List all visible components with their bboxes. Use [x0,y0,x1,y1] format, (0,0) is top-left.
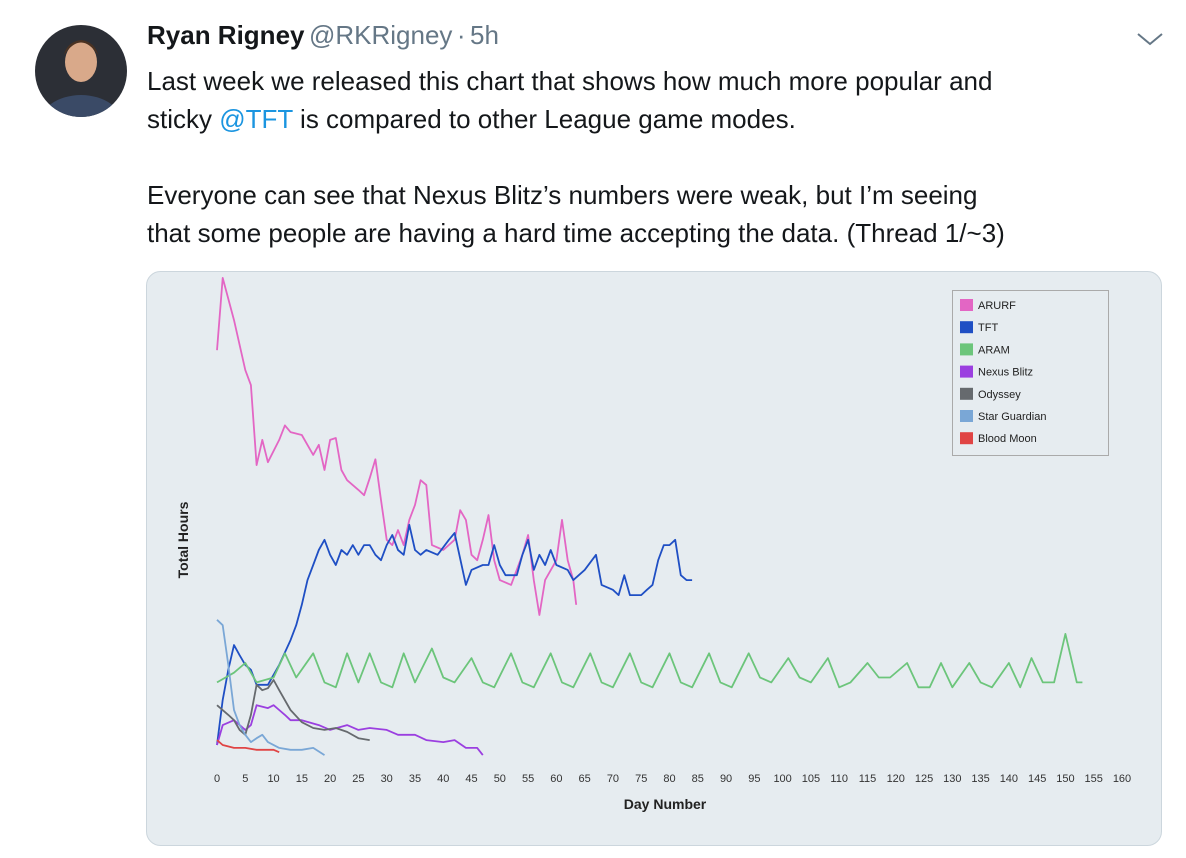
text: sticky [147,104,212,134]
x-tick-label: 90 [720,773,732,785]
tweet-header: Ryan Rigney @RKRigney · 5h [147,20,499,51]
chart-card [146,271,1162,846]
tweet-line: that some people are having a hard time … [147,218,1005,248]
x-tick-label: 50 [494,773,506,785]
x-tick-label: 85 [692,773,704,785]
text: is compared to other League game modes. [300,104,796,134]
series-line [216,633,1083,689]
legend-swatch [960,387,973,400]
legend-swatch [960,365,973,378]
x-tick-label: 140 [1000,773,1018,785]
x-tick-label: 20 [324,773,336,785]
author-handle[interactable]: @RKRigney [308,20,453,50]
x-tick-label: 150 [1056,773,1074,785]
timestamp[interactable]: 5h [469,20,499,50]
x-tick-label: 0 [214,773,220,785]
mention[interactable]: @TFT [219,104,293,134]
x-tick-label: 35 [409,773,421,785]
x-tick-label: 70 [607,773,619,785]
legend-label: TFT [978,322,998,334]
x-tick-label: 15 [296,773,308,785]
legend-swatch [960,343,973,356]
x-tick-label: 125 [915,773,933,785]
menu-chevron[interactable] [1137,33,1163,46]
legend-label: Odyssey [978,389,1021,401]
x-tick-label: 145 [1028,773,1046,785]
separator: · [456,20,466,50]
x-tick-label: 25 [352,773,364,785]
legend-swatch [960,299,973,311]
x-tick-label: 155 [1085,773,1103,785]
legend-label: Nexus Blitz [978,367,1033,379]
x-tick-label: 40 [437,773,449,785]
series-line [216,704,484,756]
series-line [216,523,693,746]
x-tick-label: 80 [663,773,675,785]
x-tick-label: 60 [550,773,562,785]
legend-swatch [960,321,973,334]
x-tick-label: 45 [465,773,477,785]
y-axis-label: Total Hours [175,501,191,578]
x-tick-label: 120 [887,773,905,785]
x-tick-label: 10 [267,773,279,785]
x-tick-label: 5 [242,773,248,785]
tweet-line: Everyone can see that Nexus Blitz’s numb… [147,180,978,210]
x-tick-label: 110 [830,773,848,785]
legend-swatch [960,432,973,445]
x-tick-label: 105 [802,773,820,785]
legend-label: ARURF [978,300,1016,312]
tweet-line: sticky @TFT is compared to other League … [147,100,796,138]
x-tick-label: 130 [943,773,961,785]
x-tick-label: 75 [635,773,647,785]
legend-label: Star Guardian [978,411,1046,423]
tweet-line: Last week we released this chart that sh… [147,66,993,96]
x-tick-label: 160 [1113,773,1131,785]
chart: 0 5 10 15 20 25 30 35 40 45 50 55 60 65 70 75 80 85 90 95 10… [175,277,1131,812]
x-tick-label: 65 [579,773,591,785]
legend-swatch [960,410,973,422]
x-tick-label: 115 [859,773,877,785]
x-tick-label: 100 [773,773,791,785]
x-axis-label: Day Number [624,796,707,812]
legend-box [952,290,1109,456]
series-line [216,679,370,741]
x-tick-label: 30 [381,773,393,785]
author-name[interactable]: Ryan Rigney [147,20,305,50]
legend-label: ARAM [978,344,1010,356]
series-line [216,619,325,756]
series-line [216,739,280,754]
avatar [35,25,127,117]
x-tick-label: 135 [971,773,989,785]
x-tick-label: 95 [748,773,760,785]
legend-label: Blood Moon [978,433,1037,445]
x-tick-label: 55 [522,773,534,785]
